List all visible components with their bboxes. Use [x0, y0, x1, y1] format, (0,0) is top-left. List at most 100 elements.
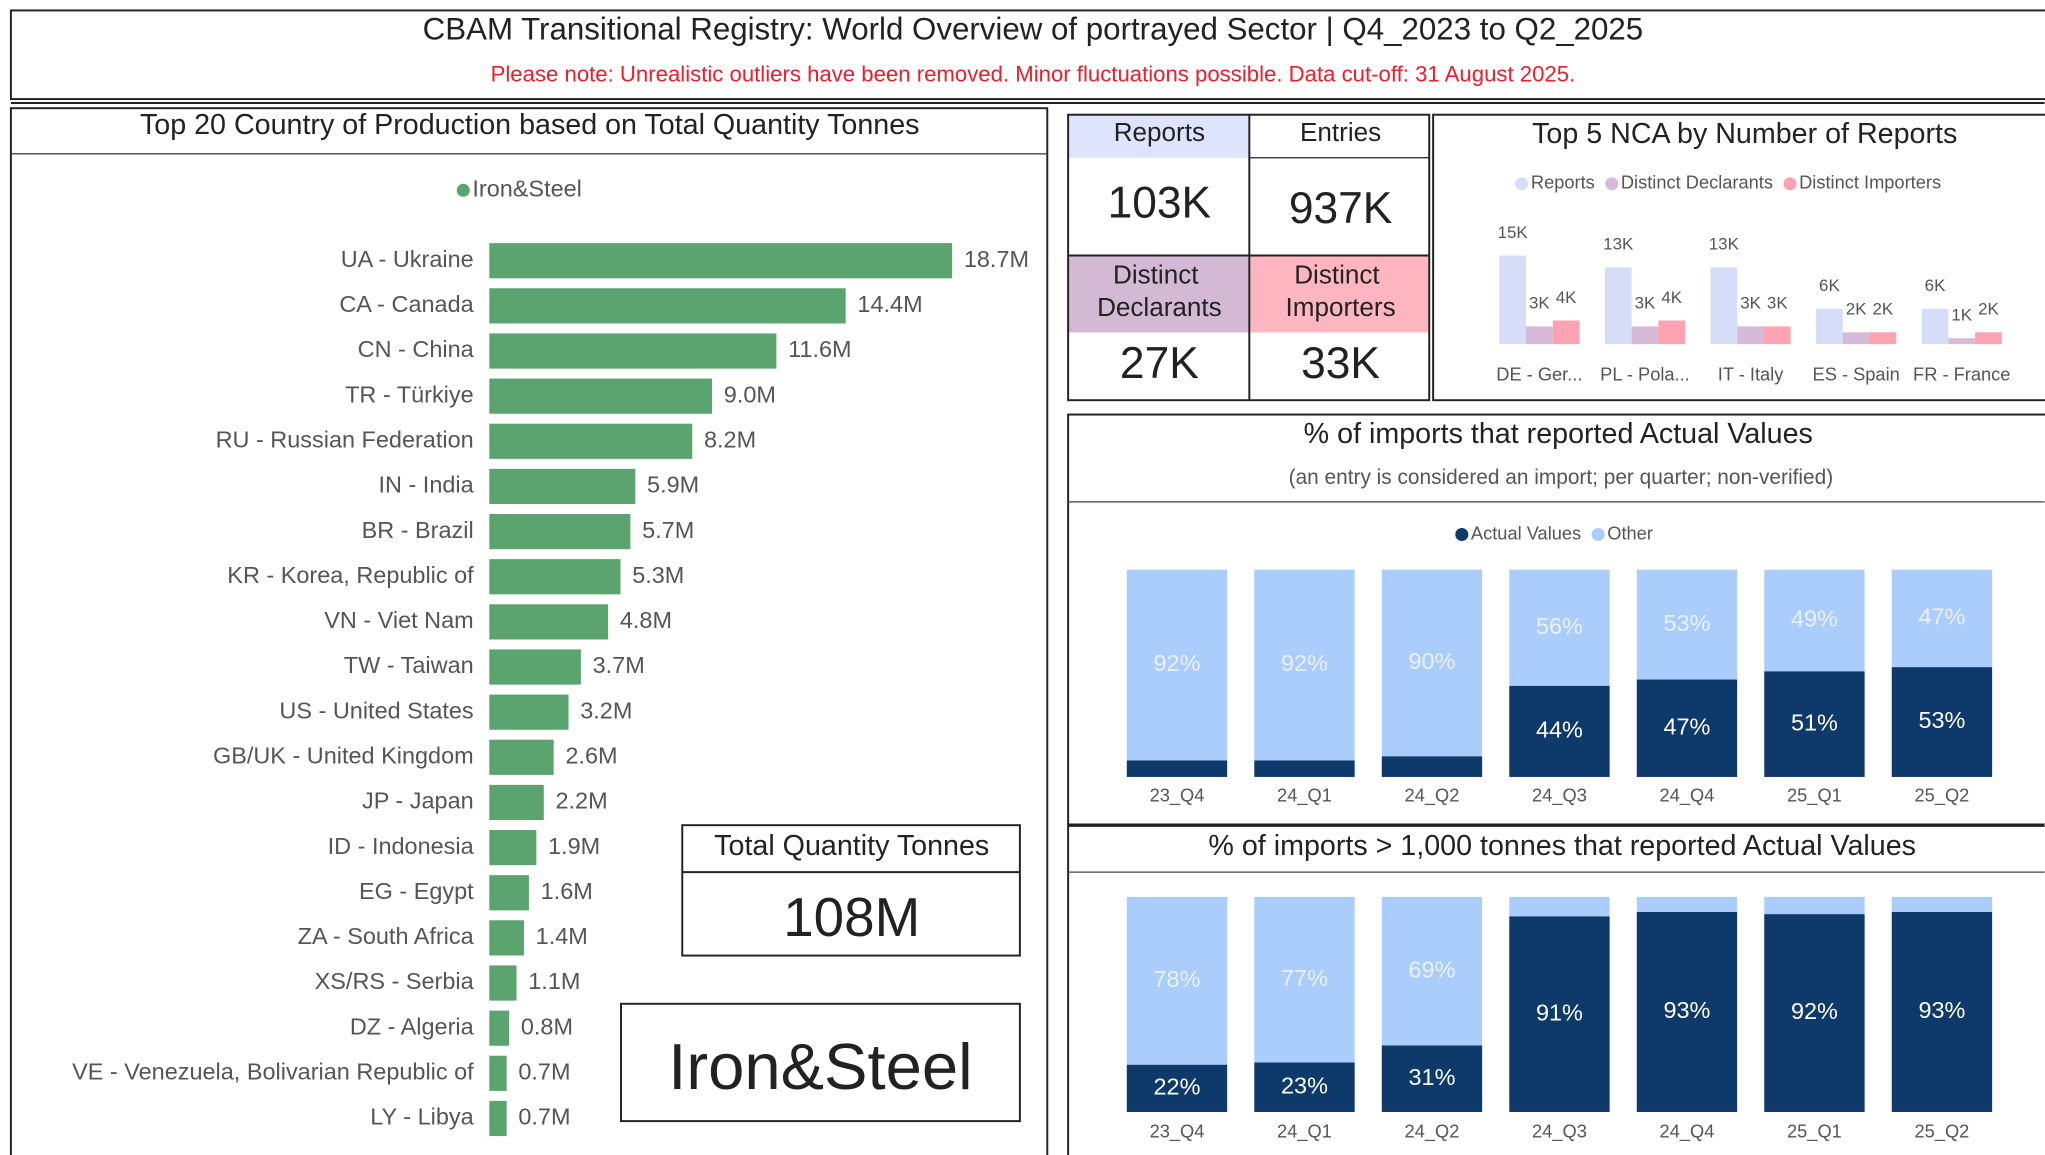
bar-segment — [1254, 896, 1355, 1063]
value-label: 14.4M — [857, 291, 922, 317]
bar-segment — [1509, 916, 1610, 1112]
bar — [489, 965, 517, 1001]
bar-segment — [1891, 569, 1993, 668]
bar — [1526, 326, 1553, 345]
bar-segment — [1764, 914, 1865, 1112]
kpi-value: 103K — [1108, 179, 1212, 228]
bar-segment — [1636, 569, 1738, 680]
bar-segment — [1764, 671, 1865, 777]
value-label: 2K — [1873, 300, 1894, 319]
legend-marker — [1591, 527, 1605, 541]
category-label: VE - Venezuela, Bolivarian Republic of — [72, 1059, 474, 1085]
value-label: 5.7M — [642, 517, 694, 543]
category-label: 23_Q4 — [1150, 1121, 1205, 1143]
bar — [1552, 320, 1580, 345]
value-label: 2.2M — [556, 788, 608, 814]
value-label: 3.2M — [580, 697, 632, 723]
value-label: 47% — [1663, 713, 1710, 739]
value-label: 3.7M — [593, 652, 645, 678]
category-label: 24_Q4 — [1660, 784, 1715, 806]
category-label: 24_Q1 — [1277, 1121, 1332, 1143]
legend-marker — [1515, 177, 1529, 191]
bar — [1948, 338, 1976, 345]
bar — [489, 784, 544, 821]
bar — [1816, 308, 1843, 345]
bar-segment — [1891, 911, 1993, 1112]
value-label: 92% — [1281, 650, 1328, 676]
value-label: 44% — [1536, 717, 1583, 743]
value-label: 56% — [1536, 613, 1583, 639]
bar-segment — [1126, 1064, 1228, 1112]
chart-title: Top 20 Country of Production based on To… — [140, 109, 920, 141]
bar-segment — [1891, 896, 1993, 912]
kpi-value: 33K — [1301, 339, 1380, 388]
legend-marker — [1783, 177, 1797, 191]
value-label: 51% — [1791, 709, 1838, 735]
value-label: 92% — [1154, 650, 1201, 676]
value-label: 93% — [1918, 997, 1965, 1023]
category-label: IT - Italy — [1718, 363, 1784, 384]
value-label: 18.7M — [964, 246, 1029, 272]
bar-segment — [1509, 685, 1610, 777]
category-label: GB/UK - United Kingdom — [213, 743, 474, 769]
value-label: 92% — [1791, 998, 1838, 1024]
bar-segment — [1891, 667, 1993, 777]
bar-segment — [1381, 756, 1483, 777]
value-label: 91% — [1536, 999, 1583, 1025]
bar-segment — [1126, 896, 1228, 1065]
header-frame — [9, 9, 2045, 101]
bar — [1658, 320, 1686, 345]
bar — [489, 739, 554, 775]
bar-segment — [1254, 569, 1355, 761]
category-label: 25_Q1 — [1787, 784, 1842, 806]
bar — [1921, 308, 1949, 345]
category-label: XS/RS - Serbia — [315, 968, 475, 994]
bar — [489, 468, 636, 505]
bar — [489, 829, 537, 866]
left-panel — [9, 107, 1049, 1155]
value-label: 3K — [1635, 294, 1656, 313]
bar — [489, 1100, 507, 1137]
bar-segment — [1126, 760, 1228, 777]
bar-segment — [1381, 896, 1483, 1046]
kpi-label: Distinct Declarants — [1097, 259, 1222, 322]
value-label: 93% — [1663, 997, 1710, 1023]
value-label: 53% — [1918, 707, 1965, 733]
value-label: 8.2M — [704, 427, 756, 453]
bar — [1869, 332, 1897, 345]
bar — [489, 604, 609, 640]
value-label: 2.6M — [565, 743, 617, 769]
legend-label: Actual Values — [1471, 522, 1581, 543]
category-label: VN - Viet Nam — [324, 607, 473, 633]
category-label: 24_Q3 — [1532, 784, 1587, 806]
value-label: 6K — [1819, 276, 1840, 295]
sector-label: Iron&Steel — [668, 1030, 972, 1103]
value-label: 77% — [1281, 965, 1328, 991]
imports-panel — [1067, 413, 2045, 1155]
value-label: 4K — [1661, 288, 1682, 307]
bar — [489, 378, 713, 414]
bar — [489, 1010, 510, 1046]
category-label: 24_Q1 — [1277, 784, 1332, 806]
bar — [489, 1055, 507, 1091]
category-label: 25_Q1 — [1787, 1121, 1842, 1143]
value-label: 49% — [1791, 606, 1838, 632]
category-label: TW - Taiwan — [344, 652, 474, 678]
chart-title: Top 5 NCA by Number of Reports — [1532, 118, 1957, 150]
value-label: 3K — [1767, 294, 1788, 313]
category-label: 25_Q2 — [1915, 1121, 1970, 1143]
kpi-value: 937K — [1289, 184, 1393, 233]
category-label: EG - Egypt — [359, 878, 474, 904]
value-label: 13K — [1709, 235, 1740, 254]
value-label: 11.6M — [788, 336, 851, 362]
bar-segment — [1764, 569, 1865, 672]
bar-segment — [1764, 896, 1865, 915]
category-label: IN - India — [379, 472, 475, 498]
bar — [1604, 267, 1632, 345]
value-label: 22% — [1154, 1074, 1201, 1100]
value-label: 31% — [1408, 1064, 1455, 1090]
bar — [1710, 267, 1738, 345]
bar-segment — [1254, 1062, 1355, 1112]
summary-value: 108M — [783, 886, 920, 948]
sector-card — [620, 1002, 1021, 1123]
